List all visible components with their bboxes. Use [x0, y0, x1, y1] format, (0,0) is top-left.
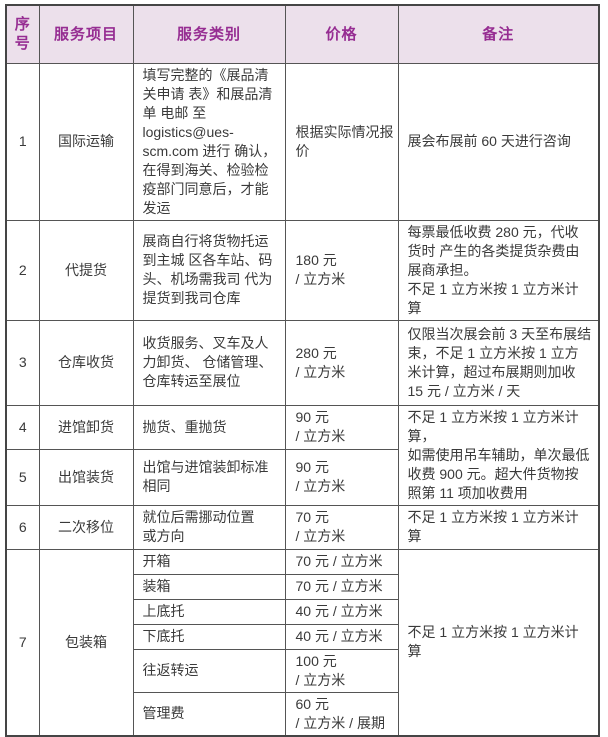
cell-no: 7 [5, 548, 40, 736]
cell-notes-merged-row-7: 不足 1 立方米按 1 立方米计算 [397, 548, 600, 736]
cell-notes: 仅限当次展会前 3 天至布展结束，不足 1 立方米按 1 立方米计算，超过布展期… [397, 319, 600, 406]
cell-price: 100 元 / 立方米 [284, 648, 399, 693]
header-service-item: 服务项目 [38, 4, 134, 64]
cell-notes: 每票最低收费 280 元，代收货时 产生的各类提货杂费由展商承担。 不足 1 立… [397, 219, 600, 321]
cell-price: 90 元 / 立方米 [284, 404, 399, 451]
cell-service-item: 出馆装货 [38, 449, 134, 506]
cell-service-item: 包装箱 [38, 548, 134, 736]
cell-service-category: 下底托 [132, 623, 286, 650]
cell-notes: 不足 1 立方米按 1 立方米计算 [397, 504, 600, 550]
cell-notes-merged-rows-4-5: 不足 1 立方米按 1 立方米计算， 如需使用吊车辅助，单次最低收费 900 元… [397, 404, 600, 506]
header-service-category: 服务类别 [132, 4, 286, 64]
cell-no: 1 [5, 62, 40, 221]
cell-service-category: 收货服务、叉车及人力卸货、 仓储管理、仓库转运至展位 [132, 319, 286, 406]
header-no: 序号 [5, 4, 40, 64]
cell-service-item: 国际运输 [38, 62, 134, 221]
cell-service-category: 展商自行将货物托运到主城 区各车站、码头、机场需我司 代为提货到我司仓库 [132, 219, 286, 321]
cell-service-category: 抛货、重抛货 [132, 404, 286, 451]
cell-service-category: 就位后需挪动位置 或方向 [132, 504, 286, 550]
header-row: 序号 服务项目 服务类别 价格 备注 [5, 4, 600, 64]
cell-service-category: 开箱 [132, 548, 286, 575]
table-row: 2 代提货 展商自行将货物托运到主城 区各车站、码头、机场需我司 代为提货到我司… [5, 219, 600, 321]
cell-service-item: 代提货 [38, 219, 134, 321]
cell-no: 2 [5, 219, 40, 321]
cell-price: 280 元 / 立方米 [284, 319, 399, 406]
cell-service-category: 装箱 [132, 573, 286, 600]
table-subrow: 7 包装箱 开箱 70 元 / 立方米 不足 1 立方米按 1 立方米计算 [5, 548, 600, 736]
cell-price: 40 元 / 立方米 [284, 623, 399, 650]
cell-price: 70 元 / 立方米 [284, 504, 399, 550]
header-price: 价格 [284, 4, 399, 64]
header-notes: 备注 [397, 4, 600, 64]
cell-price: 根据实际情况报价 [284, 62, 399, 221]
cell-service-item: 二次移位 [38, 504, 134, 550]
service-price-table: 序号 服务项目 服务类别 价格 备注 1 国际运输 填写完整的《展品清关申请 表… [5, 4, 600, 737]
cell-service-category: 管理费 [132, 691, 286, 736]
table-row: 5 出馆装货 出馆与进馆装卸标准相同 90 元 / 立方米 [5, 449, 599, 506]
table-row: 3 仓库收货 收货服务、叉车及人力卸货、 仓储管理、仓库转运至展位 280 元 … [5, 319, 600, 406]
cell-no: 4 [5, 404, 40, 451]
cell-no: 5 [5, 449, 40, 506]
cell-price: 40 元 / 立方米 [284, 598, 399, 625]
cell-no: 6 [5, 504, 40, 550]
table-row: 1 国际运输 填写完整的《展品清关申请 表》和展品清单 电邮 至 logisti… [5, 62, 600, 221]
cell-service-category: 往返转运 [132, 648, 286, 693]
cell-service-item: 进馆卸货 [38, 404, 134, 451]
cell-price: 180 元 / 立方米 [284, 219, 399, 321]
cell-price: 70 元 / 立方米 [284, 548, 399, 575]
cell-service-category: 上底托 [132, 598, 286, 625]
table-row: 6 二次移位 就位后需挪动位置 或方向 70 元 / 立方米 不足 1 立方米按… [5, 504, 600, 550]
cell-no: 3 [5, 319, 40, 406]
cell-notes: 展会布展前 60 天进行咨询 [397, 62, 600, 221]
cell-service-category: 出馆与进馆装卸标准相同 [132, 449, 286, 506]
cell-price: 70 元 / 立方米 [284, 573, 399, 600]
cell-price: 60 元 / 立方米 / 展期 [284, 691, 399, 736]
table-row: 4 进馆卸货 抛货、重抛货 90 元 / 立方米 不足 1 立方米按 1 立方米… [5, 404, 600, 506]
table-subrow: 往返转运 100 元 / 立方米 [6, 648, 599, 693]
cell-price: 90 元 / 立方米 [284, 449, 399, 506]
cell-service-item: 仓库收货 [38, 319, 134, 406]
cell-service-category: 填写完整的《展品清关申请 表》和展品清单 电邮 至 logistics@ues-… [132, 62, 286, 221]
